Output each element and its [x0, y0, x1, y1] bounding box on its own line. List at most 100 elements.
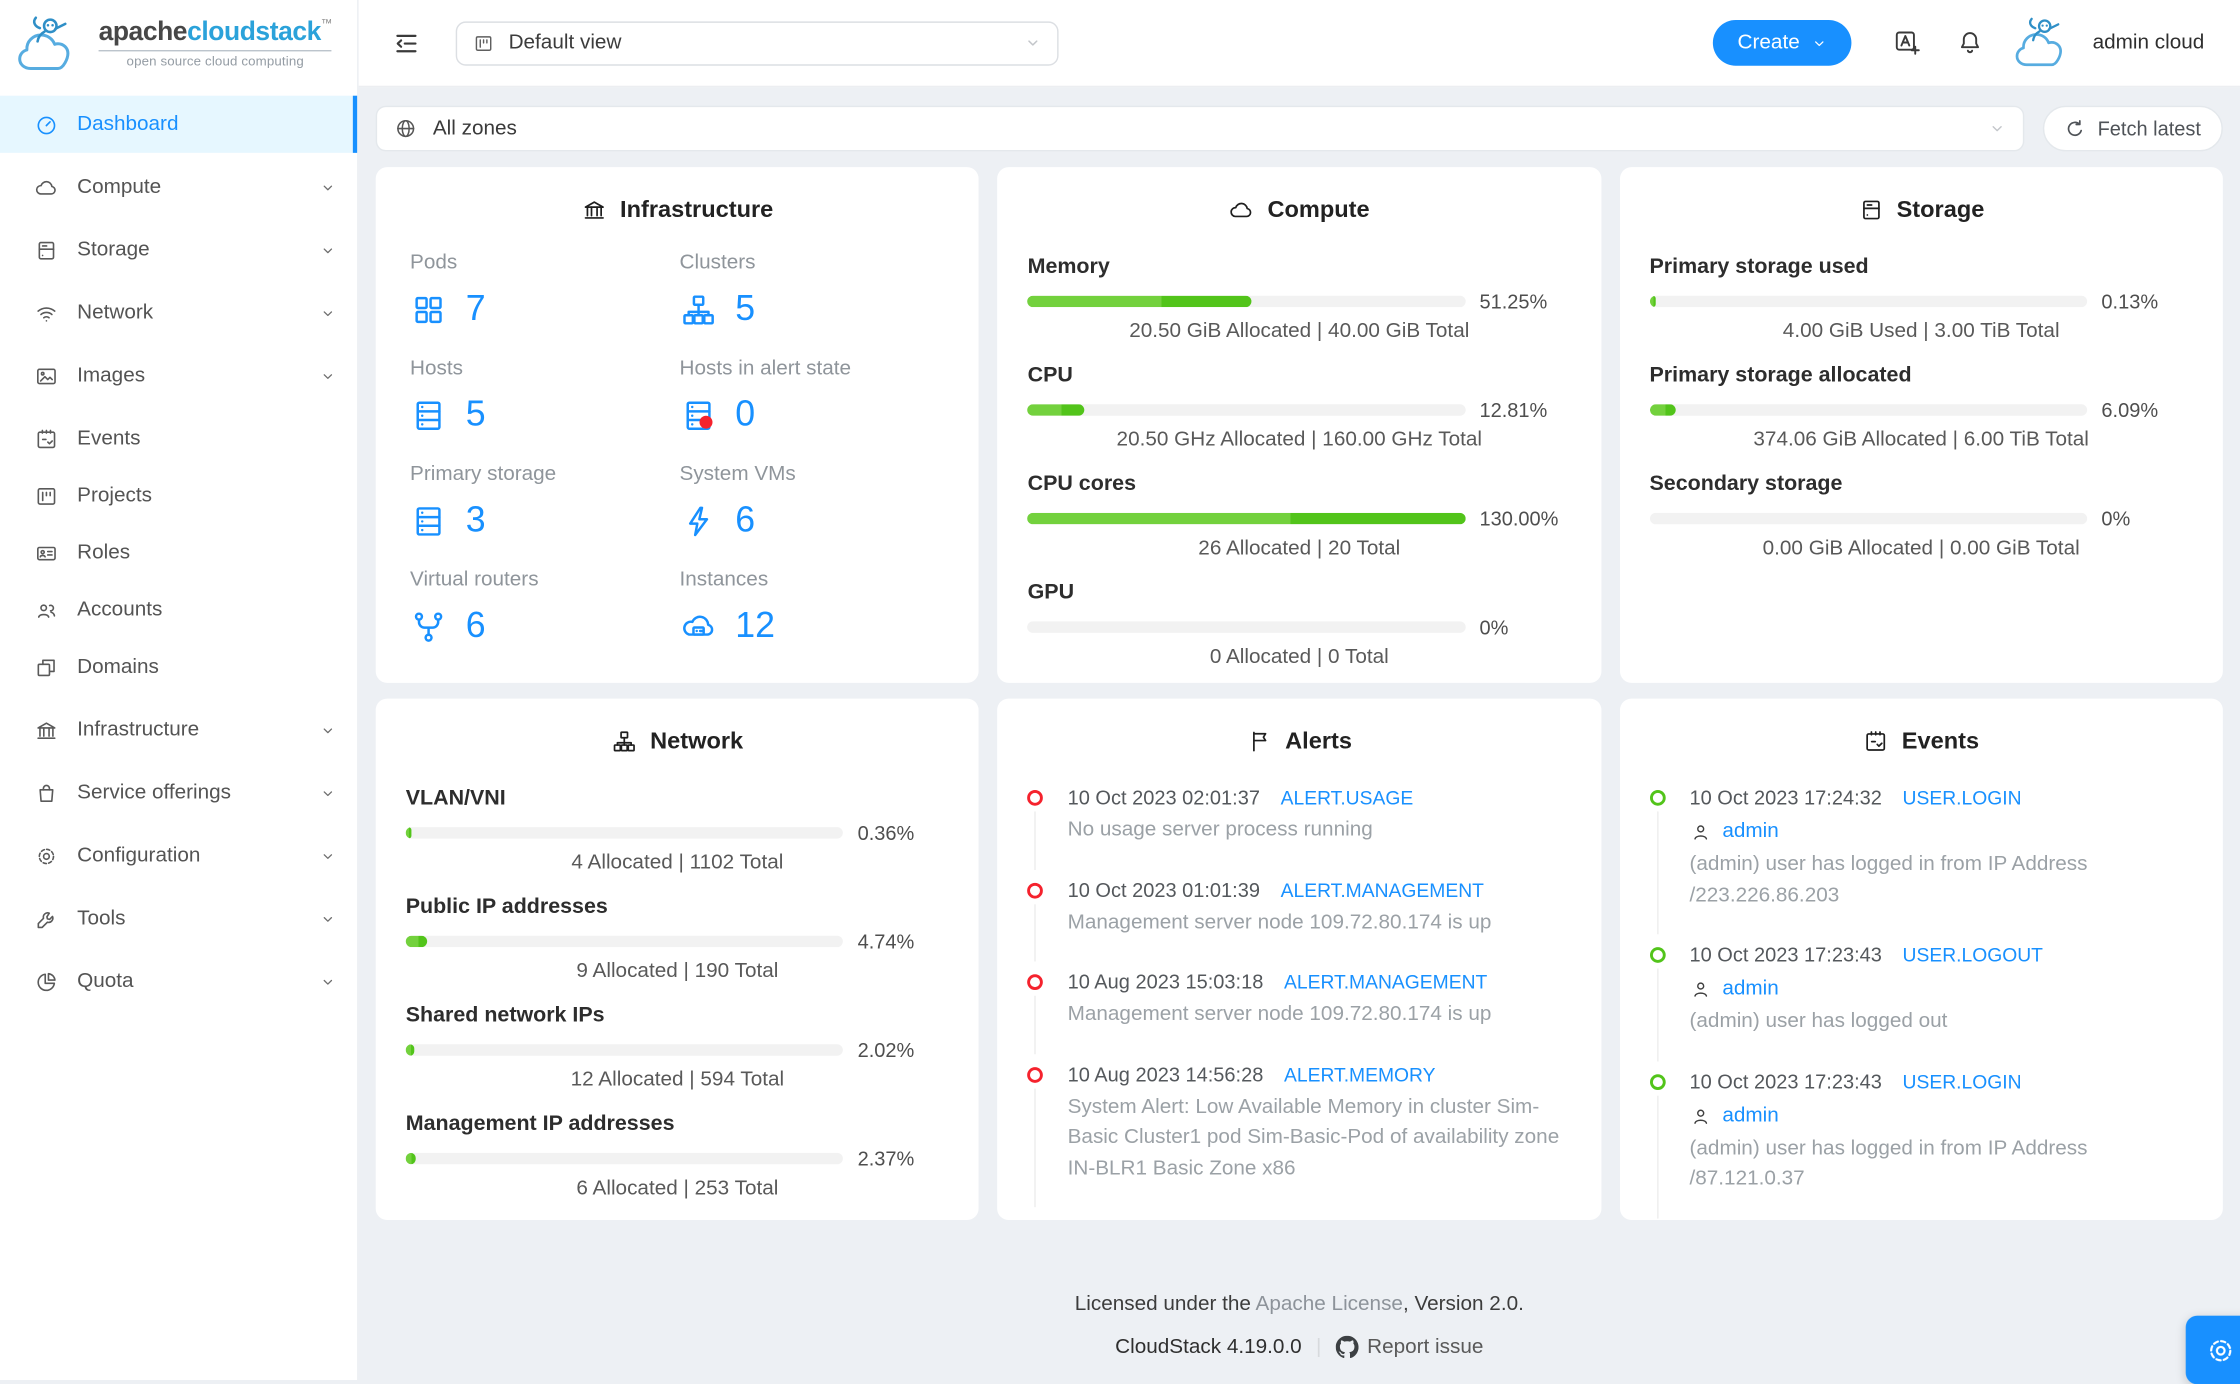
view-select-value: Default view — [508, 31, 622, 55]
images-icon — [34, 364, 58, 388]
sidebar-item-projects[interactable]: Projects — [0, 467, 357, 524]
alert-entry: 10 Oct 2023 01:01:39 ALERT.MANAGEMENT Ma… — [1027, 875, 1571, 961]
sidebar-item-quota[interactable]: Quota — [0, 953, 357, 1010]
progress-fill — [405, 1152, 417, 1165]
alert-entry: 10 Oct 2023 02:01:37 ALERT.USAGE No usag… — [1027, 783, 1571, 869]
quota-icon — [34, 969, 58, 993]
chevron-down-icon — [1811, 35, 1827, 51]
sidebar-item-dashboard[interactable]: Dashboard — [0, 95, 358, 153]
usage-meter: Public IP addresses 4.74% 9 Allocated | … — [405, 894, 915, 983]
chevron-down-icon — [320, 305, 336, 321]
sidebar-item-domains[interactable]: Domains — [0, 639, 357, 696]
event-type-link[interactable]: USER.LOGIN — [1902, 1070, 2022, 1093]
event-entry: 10 Oct 2023 17:23:43 USER.LOGIN admin (a… — [1649, 1066, 2193, 1218]
progress-fill — [405, 935, 427, 948]
view-select[interactable]: Default view — [455, 20, 1059, 65]
primary-storage-icon — [410, 502, 447, 539]
theme-settings-button[interactable] — [2185, 1315, 2240, 1384]
sidebar-item-roles[interactable]: Roles — [0, 524, 357, 581]
stat-value-link[interactable]: 7 — [410, 289, 486, 330]
alert-type-link[interactable]: ALERT.MANAGEMENT — [1284, 1217, 1487, 1220]
stat-value-link[interactable]: 0 — [680, 394, 755, 435]
sidebar-item-service-offerings[interactable]: Service offerings — [0, 764, 357, 821]
stat-value-link[interactable]: 6 — [410, 606, 486, 647]
event-user-link[interactable]: admin — [1690, 974, 1779, 1004]
sidebar: apachecloudstack™ open source cloud comp… — [0, 0, 359, 1380]
cluster-icon — [612, 729, 638, 755]
timeline-dot — [1027, 789, 1044, 806]
usage-meter: CPU cores 130.00% 26 Allocated | 20 Tota… — [1027, 471, 1559, 560]
progress-fill — [1027, 295, 1252, 308]
event-text: (admin) user has logged in from IP Addre… — [1689, 852, 2088, 907]
globe-icon — [394, 117, 417, 140]
sidebar-item-events[interactable]: Events — [0, 410, 357, 467]
alert-type-link[interactable]: ALERT.MANAGEMENT — [1284, 971, 1488, 993]
event-user-link[interactable]: admin — [1690, 1101, 1779, 1131]
user-icon — [1690, 979, 1711, 1000]
progress-track — [405, 827, 844, 839]
timeline-dot — [1027, 974, 1044, 990]
usage-meter: GPU 0% 0 Allocated | 0 Total — [1027, 579, 1509, 669]
progress-fill — [405, 827, 412, 839]
chevron-down-icon — [320, 785, 336, 801]
progress-track — [1649, 404, 2088, 416]
progress-track — [1027, 512, 1466, 525]
infrastructure-stat: Hosts 5 — [409, 357, 486, 435]
event-entry: 10 Oct 2023 17:23:43 USER.LOGOUT admin (… — [1649, 940, 2193, 1060]
usage-meter: Secondary storage 0% 0.00 GiB Allocated … — [1649, 471, 2131, 560]
usage-meter: CPU 12.81% 20.50 GHz Allocated | 160.00 … — [1027, 362, 1548, 452]
cloudmonkey-logo-icon — [14, 14, 88, 74]
translate-icon[interactable] — [1893, 29, 1922, 58]
event-entry: 10 Oct 2023 17:24:32 USER.LOGIN admin (a… — [1649, 783, 2193, 935]
network-icon — [34, 301, 58, 325]
timeline-dot — [1649, 947, 1666, 963]
sidebar-item-infrastructure[interactable]: Infrastructure — [0, 701, 357, 758]
sidebar-item-images[interactable]: Images — [0, 347, 357, 404]
sidebar-item-storage[interactable]: Storage — [0, 221, 357, 278]
event-type-link[interactable]: USER.LOGOUT — [1902, 944, 2043, 966]
sidebar-item-accounts[interactable]: Accounts — [0, 581, 357, 638]
report-issue-link[interactable]: Report issue — [1335, 1331, 1483, 1362]
projects-icon — [34, 484, 58, 508]
sidebar-item-tools[interactable]: Tools — [0, 890, 357, 947]
sidebar-item-compute[interactable]: Compute — [0, 159, 357, 216]
stat-value-link[interactable]: 12 — [680, 606, 775, 647]
sidebar-item-configuration[interactable]: Configuration — [0, 827, 357, 884]
create-button[interactable]: Create — [1713, 19, 1852, 66]
infrastructure-stat: Virtual routers 6 — [409, 568, 539, 647]
alert-date: 10 Aug 2023 15:03:18 — [1067, 969, 1264, 993]
alert-type-link[interactable]: ALERT.USAGE — [1280, 787, 1414, 809]
chevron-down-icon — [320, 242, 336, 258]
license-line: Licensed under the Apache License, Versi… — [1074, 1292, 1524, 1316]
content: All zones Fetch latest Infrastructure — [359, 87, 2240, 1380]
apache-license-link[interactable]: Apache License — [1255, 1292, 1403, 1316]
stat-value-link[interactable]: 5 — [680, 289, 755, 330]
menu-fold-icon[interactable] — [393, 29, 420, 56]
alert-date: 10 Aug 2023 14:56:28 — [1067, 1062, 1264, 1085]
main-area: Default view Create admin cloud All zone… — [358, 0, 2240, 1380]
infrastructure-icon — [34, 718, 58, 742]
zone-bar: All zones Fetch latest — [375, 105, 2223, 152]
brand-logo[interactable]: apachecloudstack™ open source cloud comp… — [0, 0, 357, 87]
progress-track — [1649, 512, 2088, 525]
instances-icon — [680, 608, 717, 645]
zone-select[interactable]: All zones — [375, 105, 2025, 152]
stat-value-link[interactable]: 3 — [410, 500, 486, 541]
alert-type-link[interactable]: ALERT.MANAGEMENT — [1280, 879, 1484, 901]
fetch-latest-button[interactable]: Fetch latest — [2042, 105, 2223, 152]
stat-value-link[interactable]: 6 — [680, 500, 755, 541]
event-type-link[interactable]: USER.LOGIN — [1902, 787, 2022, 809]
stat-value-link[interactable]: 5 — [410, 394, 486, 435]
infrastructure-stat: Hosts in alert state 0 — [679, 357, 852, 435]
chevron-down-icon — [320, 179, 336, 195]
events-card: Events 10 Oct 2023 17:24:32 USER.LOGIN — [1619, 698, 2223, 1220]
progress-track — [405, 1044, 844, 1056]
event-user-link[interactable]: admin — [1690, 817, 1779, 847]
notifications-bell-icon[interactable] — [1955, 29, 1984, 58]
alert-text: System Alert: Low Available Memory in cl… — [1067, 1094, 1560, 1180]
user-avatar[interactable] — [2010, 16, 2081, 70]
user-name[interactable]: admin cloud — [2092, 31, 2205, 55]
alert-type-link[interactable]: ALERT.MEMORY — [1284, 1063, 1436, 1085]
sidebar-item-network[interactable]: Network — [0, 284, 357, 341]
